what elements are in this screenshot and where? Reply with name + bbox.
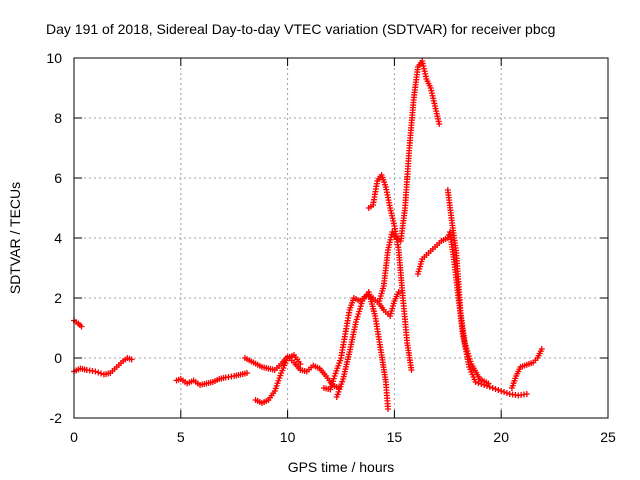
data-point [329,378,336,385]
data-point [78,323,85,330]
data-point [492,386,499,392]
x-tick-label: 20 [493,429,509,445]
series-arc-e [252,352,304,406]
data-point [95,369,102,376]
data-point [408,367,415,373]
chart-title: Day 191 of 2018, Sidereal Day-to-day VTE… [46,21,555,37]
y-tick-label: 0 [54,350,62,366]
data-point [498,388,505,394]
data-point [327,386,334,393]
y-tick-label: 8 [54,110,62,126]
x-tick-label: 25 [600,429,616,445]
data-point [244,370,251,376]
data-point [384,406,391,412]
series-arc-d [241,353,342,391]
data-point [538,346,545,352]
data-point [485,380,492,387]
series-arc-i [376,58,443,304]
data-point [444,235,451,241]
data-point [92,368,99,375]
y-tick-label: 4 [54,230,62,246]
data-point [128,356,135,363]
data-point [329,381,336,388]
x-tick-label: 10 [280,429,296,445]
data-point [523,391,530,397]
x-tick-label: 15 [387,429,403,445]
y-tick-label: -2 [50,410,63,426]
data-point [486,384,493,390]
data-point [395,289,402,295]
series-arc-l [508,346,545,391]
x-tick-label: 5 [177,429,185,445]
x-tick-label: 0 [70,429,78,445]
series-arc-c [173,370,251,388]
x-axis-label: GPS time / hours [288,459,395,475]
data-points [71,58,545,412]
y-tick-label: 6 [54,170,62,186]
series-arc-a [71,317,85,330]
series-arc-k [444,187,492,387]
data-point [330,375,337,382]
series-arc-h [365,172,415,373]
y-axis-label: SDTVAR / TECUs [7,182,23,294]
y-tick-label: 10 [46,50,62,66]
series-arc-b [71,355,135,378]
y-tick-label: 2 [54,290,62,306]
data-point [297,361,304,367]
data-point [478,381,485,387]
data-point [503,390,510,396]
data-point [489,385,496,391]
series-arc-j [414,229,530,399]
data-point [472,379,479,385]
data-point [495,387,502,393]
series-arc-g [333,289,391,412]
axis-ticks: 0 5 10 15 20 25 -2 0 2 4 6 8 10 [46,50,616,445]
data-point [501,389,508,395]
data-point [328,383,335,390]
data-point [475,380,482,386]
data-point [436,121,443,127]
